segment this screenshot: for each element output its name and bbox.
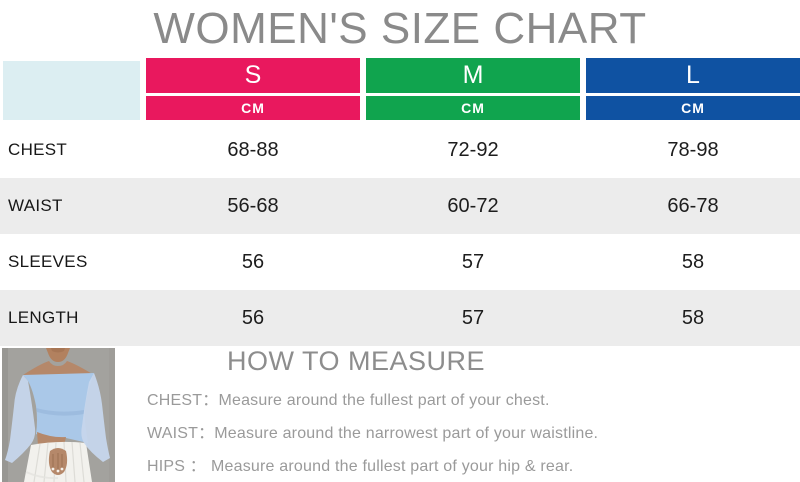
size-header-m: M <box>366 58 580 93</box>
how-to-measure-heading: HOW TO MEASURE <box>226 346 486 376</box>
row-label-chest: CHEST <box>8 140 68 159</box>
measure-instruction-waist: WAIST：Measure around the narrowest part … <box>147 419 787 443</box>
measure-label-waist: WAIST： <box>147 425 215 442</box>
row-label-waist: WAIST <box>8 196 63 215</box>
table-row-chest: CHEST 68-88 72-92 78-98 <box>0 122 800 178</box>
row-label-sleeves: SLEEVES <box>8 252 88 271</box>
model-photo-illustration <box>2 348 115 482</box>
measure-label-chest: CHEST： <box>147 392 219 409</box>
page-title: WOMEN'S SIZE CHART <box>153 4 647 53</box>
cell-length-l: 58 <box>681 306 705 329</box>
size-header-s: S <box>146 58 360 93</box>
measure-text-hips: Measure around the fullest part of your … <box>211 458 574 475</box>
table-row-length: LENGTH 56 57 58 <box>0 290 800 346</box>
cell-waist-l: 66-78 <box>667 194 719 217</box>
cell-waist-m: 60-72 <box>447 194 499 217</box>
measure-text-waist: Measure around the narrowest part of you… <box>214 425 599 442</box>
row-label-length: LENGTH <box>8 308 79 327</box>
table-row-waist: WAIST 56-68 60-72 66-78 <box>0 178 800 234</box>
cell-chest-l: 78-98 <box>667 138 719 161</box>
cell-length-s: 56 <box>241 306 265 329</box>
unit-header-s: CM <box>146 96 360 120</box>
measure-instruction-hips: HIPS ： Measure around the fullest part of… <box>147 452 787 476</box>
unit-header-l: CM <box>586 96 800 120</box>
table-corner-cell <box>3 61 140 120</box>
cell-length-m: 57 <box>461 306 485 329</box>
measure-label-hips: HIPS ： <box>147 458 206 475</box>
cell-chest-s: 68-88 <box>227 138 279 161</box>
cell-sleeves-m: 57 <box>461 250 485 273</box>
measure-text-chest: Measure around the fullest part of your … <box>218 392 550 409</box>
table-row-sleeves: SLEEVES 56 57 58 <box>0 234 800 290</box>
measure-instruction-chest: CHEST：Measure around the fullest part of… <box>147 386 787 410</box>
cell-sleeves-l: 58 <box>681 250 705 273</box>
model-photo <box>2 348 115 482</box>
cell-waist-s: 56-68 <box>227 194 279 217</box>
unit-header-m: CM <box>366 96 580 120</box>
cell-sleeves-s: 56 <box>241 250 265 273</box>
cell-chest-m: 72-92 <box>447 138 499 161</box>
size-header-l: L <box>586 58 800 93</box>
